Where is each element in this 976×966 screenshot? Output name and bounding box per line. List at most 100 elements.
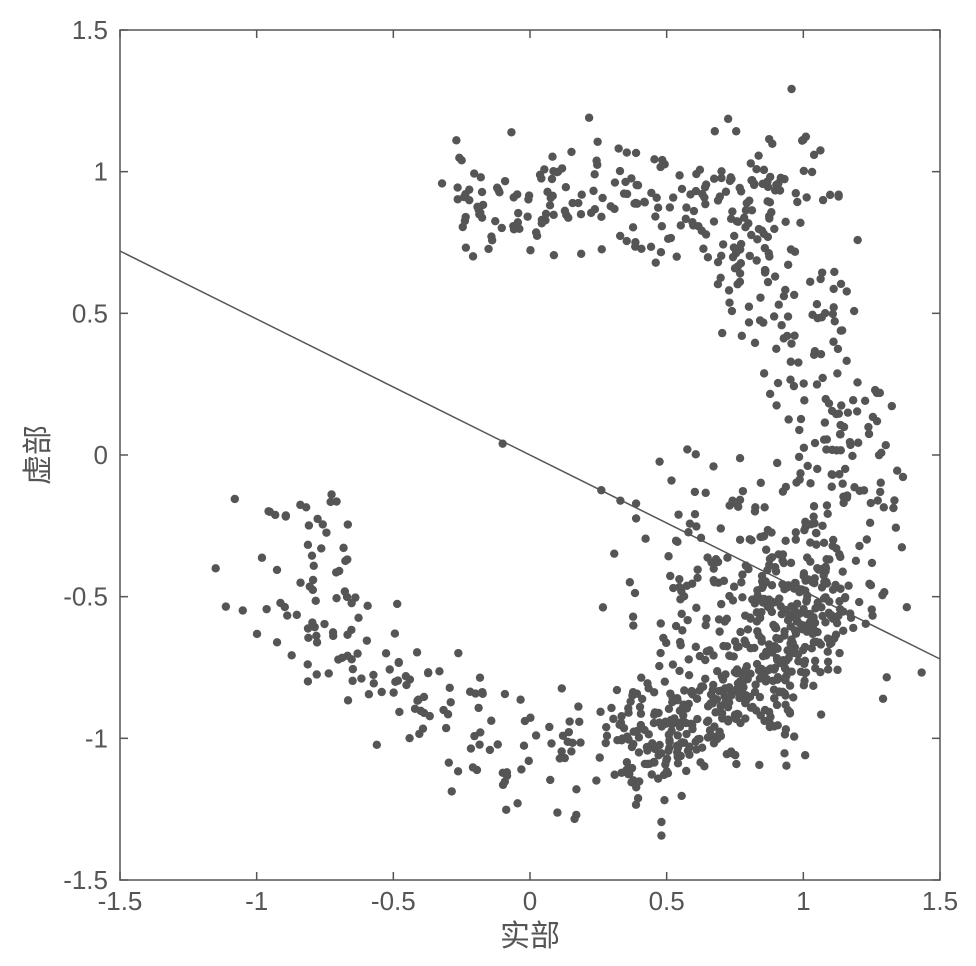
data-point <box>655 741 663 749</box>
data-point <box>657 818 665 826</box>
data-point <box>632 514 640 522</box>
data-point <box>469 252 477 260</box>
data-point <box>835 649 843 657</box>
data-point <box>773 645 781 653</box>
data-point <box>659 634 667 642</box>
data-point <box>717 252 725 260</box>
data-point <box>792 189 800 197</box>
x-axis-label: 实部 <box>500 920 560 953</box>
data-point <box>624 708 632 716</box>
data-point <box>747 704 755 712</box>
data-point <box>643 679 651 687</box>
data-point <box>680 686 688 694</box>
data-point <box>837 280 845 288</box>
data-point <box>768 140 776 148</box>
data-point <box>598 245 606 253</box>
data-point <box>855 598 863 606</box>
data-point <box>317 544 325 552</box>
data-point <box>827 636 835 644</box>
data-point <box>466 688 474 696</box>
data-point <box>574 199 582 207</box>
data-point <box>809 512 817 520</box>
data-point <box>632 801 640 809</box>
data-point <box>334 655 342 663</box>
ytick-label: -0.5 <box>63 582 108 612</box>
data-point <box>812 540 820 548</box>
data-point <box>631 589 639 597</box>
data-point <box>692 643 700 651</box>
data-point <box>802 668 810 676</box>
data-point <box>558 684 566 692</box>
data-point <box>444 710 452 718</box>
data-point <box>774 721 782 729</box>
data-point <box>426 712 434 720</box>
data-point <box>844 408 852 416</box>
data-point <box>709 462 717 470</box>
data-point <box>640 726 648 734</box>
data-point <box>748 176 756 184</box>
data-point <box>559 732 567 740</box>
data-point <box>553 808 561 816</box>
data-point <box>701 200 709 208</box>
data-point <box>253 630 261 638</box>
data-point <box>822 555 830 563</box>
data-point <box>664 235 672 243</box>
data-point <box>736 536 744 544</box>
data-point <box>810 151 818 159</box>
data-point <box>773 459 781 467</box>
data-point <box>677 610 685 618</box>
data-point <box>669 584 677 592</box>
data-point <box>752 256 760 264</box>
xtick-label: -1 <box>245 886 268 916</box>
data-point <box>780 334 788 342</box>
data-point <box>682 719 690 727</box>
ytick-label: 0.5 <box>72 298 108 328</box>
data-point <box>327 490 335 498</box>
data-point <box>617 718 625 726</box>
data-point <box>614 144 622 152</box>
data-point <box>283 611 291 619</box>
data-point <box>736 496 744 504</box>
data-point <box>761 266 769 274</box>
data-point <box>672 622 680 630</box>
data-point <box>517 765 525 773</box>
data-point <box>678 185 686 193</box>
data-point <box>325 669 333 677</box>
data-point <box>824 658 832 666</box>
data-point <box>635 777 643 785</box>
data-point <box>772 345 780 353</box>
data-point <box>698 744 706 752</box>
data-point <box>258 554 266 562</box>
data-point <box>363 602 371 610</box>
data-point <box>623 148 631 156</box>
data-point <box>657 248 665 256</box>
data-point <box>830 303 838 311</box>
data-point <box>477 173 485 181</box>
data-point <box>478 690 486 698</box>
data-point <box>313 670 321 678</box>
data-point <box>239 606 247 614</box>
data-point <box>882 441 890 449</box>
data-point <box>287 651 295 659</box>
chart-svg: -1.5-1-0.500.511.5-1.5-1-0.500.511.5实部虚部 <box>0 0 976 966</box>
data-point <box>515 225 523 233</box>
data-point <box>647 243 655 251</box>
data-point <box>545 723 553 731</box>
data-point <box>413 648 421 656</box>
data-point <box>715 627 723 635</box>
data-point <box>815 638 823 646</box>
data-point <box>574 702 582 710</box>
data-point <box>757 479 765 487</box>
data-point <box>836 430 844 438</box>
data-point <box>442 724 450 732</box>
data-point <box>725 651 733 659</box>
data-point <box>773 598 781 606</box>
data-point <box>789 693 797 701</box>
data-point <box>868 611 876 619</box>
xtick-label: 1.5 <box>922 886 958 916</box>
data-point <box>683 445 691 453</box>
data-point <box>889 504 897 512</box>
data-point <box>813 465 821 473</box>
data-point <box>655 457 663 465</box>
data-point <box>843 287 851 295</box>
